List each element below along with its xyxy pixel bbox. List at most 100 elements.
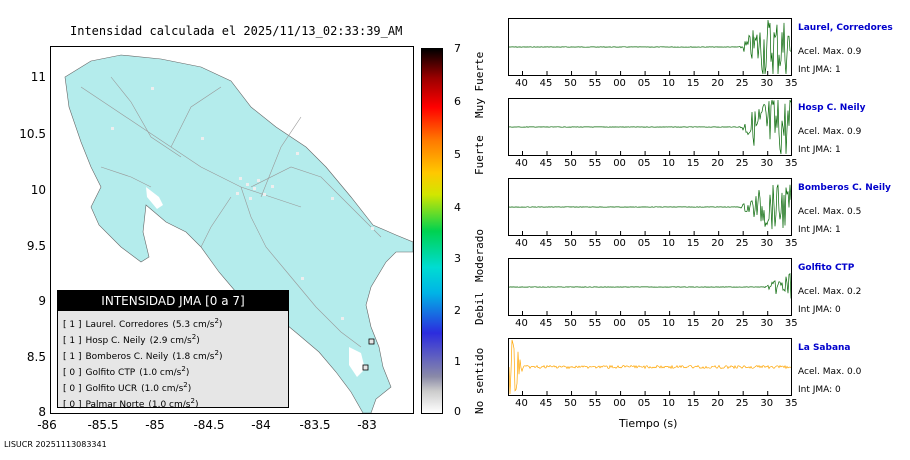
legend-unit-exponent: 2 bbox=[190, 397, 195, 405]
legend-item: [ 1 ] Laurel. Corredores (5.3 cm/s2) bbox=[58, 313, 288, 330]
station-marker bbox=[362, 364, 369, 371]
station-jma: Int JMA: 1 bbox=[798, 225, 841, 235]
x-tick-label: 40 bbox=[515, 238, 528, 249]
legend-station: Laurel. Corredores bbox=[85, 320, 169, 330]
x-tick-label: 15 bbox=[686, 238, 700, 249]
x-tick-label: 20 bbox=[711, 158, 725, 169]
x-tick-label: 05 bbox=[637, 238, 651, 249]
x-tick-label: 35 bbox=[784, 238, 798, 249]
legend-title: INTENSIDAD JMA [0 a 7] bbox=[58, 291, 288, 311]
seismogram-panel bbox=[508, 338, 793, 396]
land-area bbox=[64, 54, 413, 413]
x-tick-label: 55 bbox=[588, 158, 602, 169]
colorbar-tick: 5 bbox=[454, 148, 461, 161]
x-tick-label: 35 bbox=[784, 318, 798, 329]
x-tick-label: 10 bbox=[662, 318, 675, 329]
x-tick-label: 55 bbox=[588, 318, 602, 329]
legend-item: [ 1 ] Hosp C. Neily (2.9 cm/s2) bbox=[58, 329, 288, 346]
station-accel: Acel. Max. 0.0 bbox=[798, 367, 862, 377]
colorbar-label: Muy Fuerte bbox=[473, 51, 486, 118]
x-tick-label: 45 bbox=[539, 78, 553, 89]
intensity-legend: INTENSIDAD JMA [0 a 7] [ 1 ] Laurel. Corr… bbox=[57, 290, 289, 410]
waveform-trace bbox=[508, 99, 792, 155]
x-tick-label: 15 bbox=[686, 318, 700, 329]
legend-pga: (1.0 cm/s bbox=[148, 400, 191, 410]
legend-item: [ 0 ] Golfito CTP (1.0 cm/s2) bbox=[58, 361, 288, 378]
x-tick-label: 50 bbox=[564, 158, 577, 169]
x-tick-label: 25 bbox=[735, 78, 749, 89]
colorbar-label: Moderado bbox=[473, 229, 486, 282]
colorbar-tick: 7 bbox=[454, 42, 461, 55]
waveform-plot bbox=[508, 339, 793, 395]
lon-tick: -84.5 bbox=[193, 418, 225, 432]
x-tick-label: 35 bbox=[784, 398, 798, 409]
station-name: Laurel, Corredores bbox=[798, 23, 893, 33]
footer-id: LISUCR 20251113083341 bbox=[4, 440, 107, 449]
legend-pga: (1.0 cm/s bbox=[141, 384, 184, 394]
lon-tick: -83.5 bbox=[299, 418, 331, 432]
waveform-trace bbox=[509, 19, 792, 75]
x-tick-label: 35 bbox=[784, 158, 798, 169]
station-name: Hosp C. Neily bbox=[798, 103, 866, 113]
lat-tick: 8 bbox=[38, 405, 46, 419]
station-marker bbox=[368, 338, 375, 345]
x-tick-label: 45 bbox=[539, 238, 553, 249]
legend-level: [ 0 ] bbox=[63, 368, 82, 378]
seismogram-panel bbox=[508, 98, 793, 156]
legend-level: [ 1 ] bbox=[63, 320, 82, 330]
x-tick-label: 30 bbox=[760, 318, 774, 329]
legend-close: ) bbox=[185, 368, 190, 378]
x-tick-label: 10 bbox=[662, 238, 675, 249]
x-tick-label: 25 bbox=[735, 158, 749, 169]
x-tick-label: 00 bbox=[613, 318, 626, 329]
lat-tick: 10 bbox=[30, 183, 46, 197]
legend-unit-exponent: 2 bbox=[214, 317, 219, 325]
legend-level: [ 0 ] bbox=[63, 400, 82, 410]
x-tick-label: 50 bbox=[564, 398, 577, 409]
x-tick-label: 40 bbox=[515, 158, 528, 169]
map-title: Intensidad calculada el 2025/11/13_02:33… bbox=[70, 24, 403, 38]
x-tick-label: 25 bbox=[735, 398, 749, 409]
station-dots bbox=[111, 87, 374, 320]
legend-station: Bomberos C. Neily bbox=[85, 352, 169, 362]
legend-pga: (2.9 cm/s bbox=[149, 336, 192, 346]
seismogram-panel bbox=[508, 178, 793, 236]
x-tick-label: 55 bbox=[588, 398, 602, 409]
x-tick-label: 00 bbox=[613, 398, 626, 409]
x-tick-label: 20 bbox=[711, 318, 725, 329]
legend-close: ) bbox=[196, 336, 200, 346]
legend-level: [ 0 ] bbox=[63, 384, 82, 394]
road-network bbox=[80, 76, 382, 348]
colorbar-label: No sentido bbox=[473, 347, 486, 414]
colorbar-tick: 1 bbox=[454, 355, 461, 368]
x-tick-label: 15 bbox=[686, 78, 700, 89]
lat-tick: 8.5 bbox=[26, 350, 46, 364]
x-tick-label: 55 bbox=[588, 78, 602, 89]
x-tick-label: 05 bbox=[637, 318, 651, 329]
station-jma: Int JMA: 1 bbox=[798, 65, 841, 75]
station-name: Bomberos C. Neily bbox=[798, 183, 891, 193]
lon-tick: -84 bbox=[251, 418, 271, 432]
colorbar-label: Fuerte bbox=[473, 135, 486, 175]
x-tick-label: 30 bbox=[760, 238, 774, 249]
legend-unit-exponent: 2 bbox=[181, 365, 186, 373]
waveform-trace bbox=[508, 184, 792, 230]
x-tick-label: 15 bbox=[686, 398, 700, 409]
colorbar-tick: 2 bbox=[454, 304, 461, 317]
x-tick-label: 45 bbox=[539, 398, 553, 409]
x-tick-label: 40 bbox=[515, 318, 528, 329]
legend-close: ) bbox=[187, 384, 192, 394]
legend-pga: (1.8 cm/s bbox=[172, 352, 215, 362]
x-tick-label: 05 bbox=[637, 398, 651, 409]
lon-tick: -83 bbox=[357, 418, 377, 432]
legend-station: Golfito UCR bbox=[85, 384, 138, 394]
x-tick-label: 55 bbox=[588, 238, 602, 249]
x-tick-label: 35 bbox=[784, 78, 798, 89]
station-jma: Int JMA: 1 bbox=[798, 145, 841, 155]
lon-tick: -86 bbox=[37, 418, 57, 432]
waveform-trace bbox=[508, 273, 792, 299]
waveform-plot bbox=[508, 273, 793, 315]
legend-station: Palmar Norte bbox=[85, 400, 145, 410]
x-tick-label: 30 bbox=[760, 398, 774, 409]
waveform-plot bbox=[509, 19, 793, 75]
